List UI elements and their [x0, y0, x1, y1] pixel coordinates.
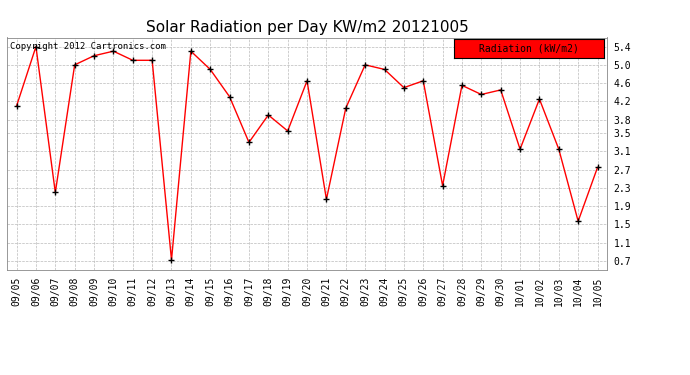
Text: Copyright 2012 Cartronics.com: Copyright 2012 Cartronics.com: [10, 42, 166, 51]
Title: Solar Radiation per Day KW/m2 20121005: Solar Radiation per Day KW/m2 20121005: [146, 20, 469, 35]
